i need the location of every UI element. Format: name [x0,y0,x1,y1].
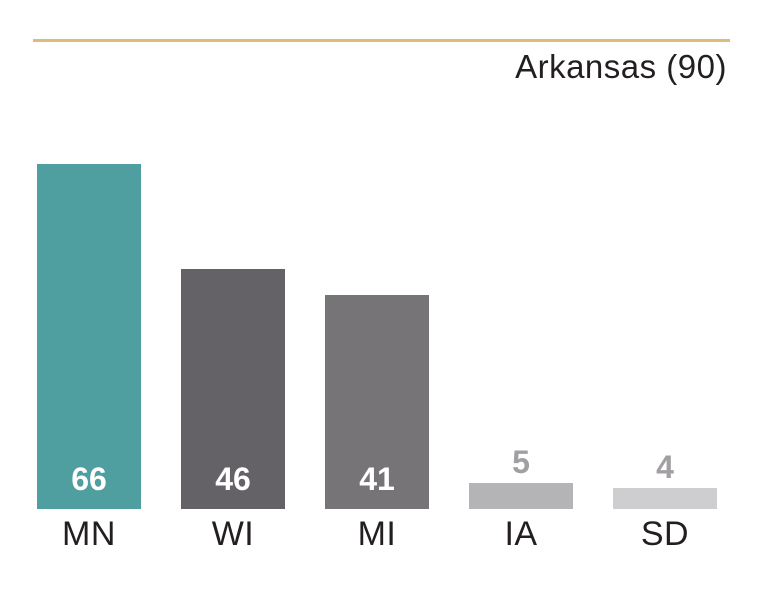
top-rule [33,39,730,42]
bar-ia [469,482,573,509]
bar-column-mn: 66 [37,163,141,509]
x-axis-label-wi: WI [211,514,255,553]
bar-value-label: 4 [656,448,674,485]
bar-column-sd: 4 [613,451,717,509]
bar-value-label: 46 [215,460,251,497]
bar-value-label: 41 [359,460,395,497]
bar-column-wi: 46 [181,268,285,509]
x-axis-labels: MN WI MI IA SD [0,514,768,553]
bar-sd [613,487,717,509]
x-axis-label-mn: MN [62,514,116,553]
bar-value-label: 66 [71,460,107,497]
bar-wi: 46 [181,268,285,509]
bar-value-label: 5 [512,443,530,480]
plot-area: 66 46 41 5 4 [0,163,768,509]
bar-mi: 41 [325,294,429,509]
x-axis-label-sd: SD [640,514,690,553]
bar-column-ia: 5 [469,446,573,509]
bar-column-mi: 41 [325,294,429,509]
chart-title: Arkansas (90) [515,48,727,85]
x-axis-label-mi: MI [357,514,397,553]
x-axis-label-ia: IA [504,514,538,553]
bar-mn: 66 [37,163,141,509]
